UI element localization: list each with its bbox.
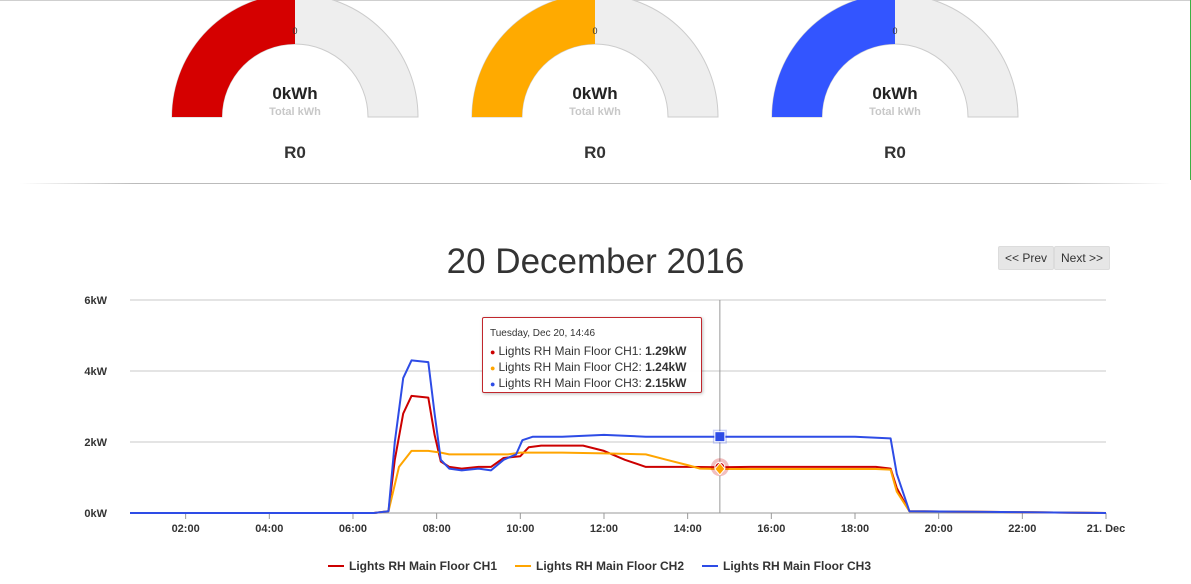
x-tick-label: 10:00: [506, 523, 534, 535]
tooltip-date: Tuesday, Dec 20, 14:46: [490, 328, 596, 339]
series-line-ch2[interactable]: [130, 449, 1107, 514]
gauge-ch3: 0 0kWh Total kWh R0: [770, 0, 1020, 175]
tooltip-dot-ch2: ●: [490, 363, 496, 373]
legend-item-ch2[interactable]: Lights RH Main Floor CH2: [515, 559, 684, 573]
next-day-button[interactable]: Next >>: [1054, 246, 1111, 270]
series-line-ch3[interactable]: [130, 359, 1107, 514]
x-tick-label: 16:00: [757, 523, 785, 535]
tooltip-series-name: Lights RH Main Floor CH2: [498, 360, 639, 374]
y-tick-label: 6kW: [84, 295, 107, 307]
tooltip-dot-ch1: ●: [490, 347, 496, 357]
legend-swatch-ch3: [702, 564, 718, 567]
x-tick-label: 06:00: [339, 523, 367, 535]
tooltip-series-name: Lights RH Main Floor CH3: [498, 376, 639, 390]
tooltip-row-ch2: ● Lights RH Main Floor CH2: 1.24kW: [490, 360, 687, 374]
gauge-value: 0kWh: [872, 84, 918, 103]
tooltip-series-value: 1.29kW: [645, 344, 687, 358]
chart-title: 20 December 2016: [446, 242, 745, 281]
legend-label: Lights RH Main Floor CH3: [723, 559, 871, 573]
gauge-subtitle: Total kWh: [869, 106, 921, 118]
x-tick-label: 12:00: [590, 523, 618, 535]
tooltip-dot-ch3: ●: [490, 379, 496, 389]
gauge-tick-label: 0: [292, 26, 298, 36]
x-tick-label: 08:00: [423, 523, 451, 535]
gauge-ch1-arc: [171, 0, 419, 118]
gauge-tick-label: 0: [892, 26, 898, 36]
gauge-subtitle: Total kWh: [569, 106, 621, 118]
legend-swatch-ch1: [328, 564, 344, 567]
section-divider: [20, 183, 1170, 184]
gauge-subtitle: Total kWh: [269, 106, 321, 118]
series-line-ch1[interactable]: [130, 394, 1107, 514]
gauge-ch2-arc: [471, 0, 719, 118]
chart-tooltip: Tuesday, Dec 20, 14:46 ● Lights RH Main F…: [482, 317, 702, 393]
x-tick-label: 21. Dec: [1087, 523, 1126, 535]
gauge-tick-label: 0: [592, 26, 598, 36]
x-tick-label: 18:00: [841, 523, 869, 535]
x-tick-label: 22:00: [1008, 523, 1036, 535]
gauge-label: R0: [884, 143, 906, 162]
legend-label: Lights RH Main Floor CH1: [349, 559, 497, 573]
gauge-fill: [472, 0, 595, 117]
gauge-value: 0kWh: [572, 84, 618, 103]
gauge-fill: [172, 0, 295, 117]
legend-label: Lights RH Main Floor CH2: [536, 559, 684, 573]
y-tick-label: 2kW: [84, 437, 107, 449]
tooltip-row-ch3: ● Lights RH Main Floor CH3: 2.15kW: [490, 376, 687, 390]
legend-item-ch3[interactable]: Lights RH Main Floor CH3: [702, 559, 871, 573]
chart-legend: Lights RH Main Floor CH1 Lights RH Main …: [0, 559, 1191, 575]
y-tick-label: 0kW: [84, 508, 107, 520]
gauge-ch1: 0 0kWh Total kWh R0: [170, 0, 420, 175]
gauge-ch2: 0 0kWh Total kWh R0: [470, 0, 720, 175]
tooltip-series-value: 2.15kW: [645, 376, 687, 390]
tooltip-series-value: 1.24kW: [645, 360, 687, 374]
gauge-fill: [772, 0, 895, 117]
gauge-label: R0: [584, 143, 606, 162]
hover-marker-ch2: [714, 462, 726, 476]
hover-marker-ch3: [714, 431, 726, 443]
prev-day-button[interactable]: << Prev: [998, 246, 1055, 270]
legend-item-ch1[interactable]: Lights RH Main Floor CH1: [328, 559, 497, 573]
x-tick-label: 02:00: [172, 523, 200, 535]
gauge-label: R0: [284, 143, 306, 162]
gauge-value: 0kWh: [272, 84, 318, 103]
tooltip-series-name: Lights RH Main Floor CH1: [498, 344, 639, 358]
x-tick-label: 20:00: [925, 523, 953, 535]
y-tick-label: 4kW: [84, 366, 107, 378]
tooltip-row-ch1: ● Lights RH Main Floor CH1: 1.29kW: [490, 344, 687, 358]
legend-swatch-ch2: [515, 564, 531, 567]
x-tick-label: 04:00: [255, 523, 283, 535]
x-tick-label: 14:00: [674, 523, 702, 535]
gauge-ch3-arc: [771, 0, 1019, 118]
